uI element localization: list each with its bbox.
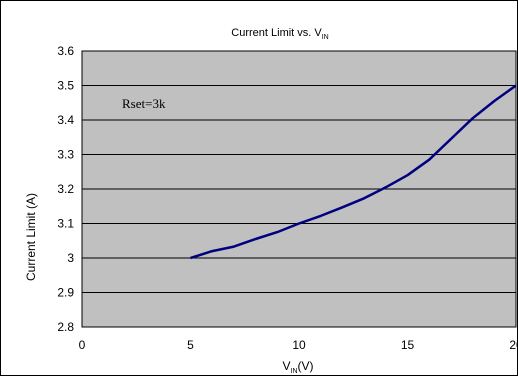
chart-title: Current Limit vs. VIN	[231, 27, 328, 41]
y-tick-label: 3	[67, 251, 74, 265]
x-tick-label: 15	[401, 338, 415, 352]
y-tick-label: 3.5	[57, 79, 74, 93]
y-tick-label: 3.6	[57, 44, 74, 58]
y-axis-ticks: 2.8 2.9 3 3.1 3.2 3.3 3.4 3.5 3.6	[57, 44, 74, 334]
series-line	[190, 84, 517, 260]
x-axis-ticks: 0 5 10 15 20	[79, 338, 518, 352]
x-axis-label: VIN(V)	[282, 359, 313, 375]
rset-annotation: Rset=3k	[122, 96, 166, 111]
y-tick-label: 2.9	[57, 286, 74, 300]
y-axis-label: Current Limit (A)	[24, 193, 38, 281]
y-tick-label: 3.3	[57, 148, 74, 162]
y-tick-label: 3.4	[57, 113, 74, 127]
x-tick-label: 10	[292, 338, 306, 352]
grid-lines	[82, 50, 516, 328]
y-tick-label: 3.2	[57, 182, 74, 196]
x-tick-label: 20	[509, 338, 518, 352]
y-tick-label: 2.8	[57, 320, 74, 334]
x-tick-label: 5	[187, 338, 194, 352]
series-layer	[190, 84, 517, 260]
x-tick-label: 0	[79, 338, 86, 352]
y-tick-label: 3.1	[57, 217, 74, 231]
